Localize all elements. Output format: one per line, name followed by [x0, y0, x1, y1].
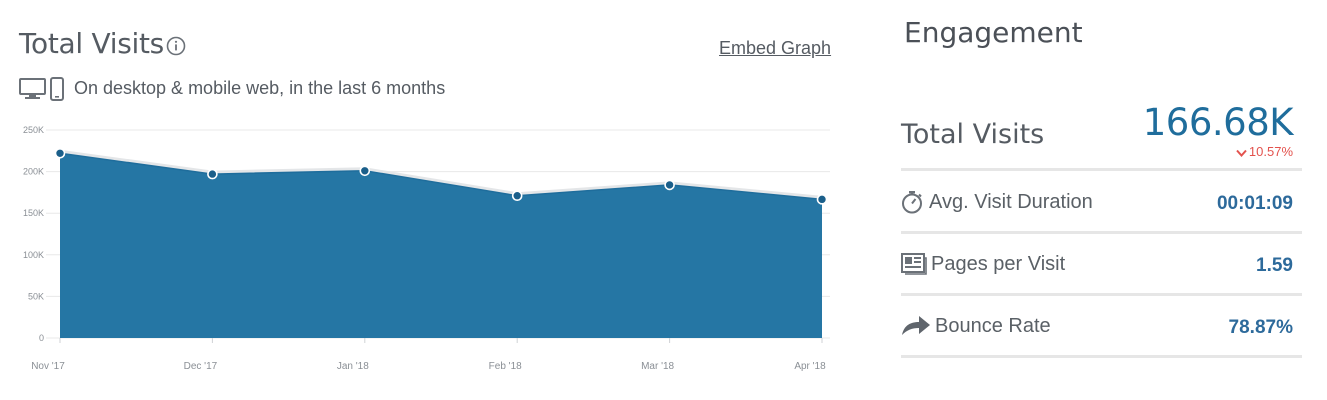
- data-point: [54, 147, 66, 159]
- visits-area-chart: 0 50K 100K 150K 200K 250K Nov '17 Dec '17 Jan '1…: [23, 125, 830, 372]
- data-point: [359, 165, 371, 177]
- y-tick-label: 250K: [23, 125, 44, 135]
- share-arrow-icon: [901, 314, 931, 341]
- change-value: 10.57%: [1248, 144, 1293, 159]
- chevron-down-icon: [1236, 149, 1247, 157]
- total-visits-panel: Total Visits Embed Graph On desktop & mo…: [19, 27, 832, 372]
- total-visits-value: 166.68K: [1142, 101, 1294, 144]
- chart-title: Total Visits: [19, 27, 164, 60]
- engagement-panel: Engagement Total Visits 166.68K 10.57% A…: [880, 0, 1327, 400]
- chart-subtitle: On desktop & mobile web, in the last 6 m…: [74, 78, 446, 98]
- data-point: [664, 179, 675, 191]
- x-tick-label: Nov '17: [31, 361, 65, 372]
- engagement-title: Engagement: [904, 16, 1083, 49]
- avg-visit-duration-value: 00:01:09: [1216, 193, 1293, 214]
- metric-bounce-rate: Bounce Rate 78.87%: [901, 296, 1302, 358]
- data-point: [207, 168, 218, 180]
- bounce-rate-label: Bounce Rate: [935, 315, 1051, 337]
- mobile-icon: [50, 77, 64, 106]
- y-tick-label: 150K: [23, 208, 44, 218]
- x-tick-label: Apr '18: [794, 361, 826, 372]
- bounce-rate-value: 78.87%: [1228, 317, 1293, 338]
- x-tick-label: Mar '18: [641, 361, 674, 372]
- data-point: [511, 190, 523, 202]
- pages-per-visit-value: 1.59: [1256, 255, 1293, 276]
- visits-line: [59, 152, 823, 201]
- total-visits-change: 10.57%: [1236, 144, 1293, 159]
- metric-pages-per-visit: Pages per Visit 1.59: [901, 234, 1302, 296]
- x-tick-label: Jan '18: [337, 361, 369, 372]
- y-tick-label: 100K: [23, 250, 44, 260]
- desktop-icon: [19, 78, 46, 105]
- metric-total-visits: Total Visits 166.68K 10.57%: [901, 98, 1302, 171]
- avg-visit-duration-label: Avg. Visit Duration: [929, 191, 1093, 213]
- x-tick-label: Feb '18: [489, 361, 522, 372]
- x-tick-label: Dec '17: [184, 361, 218, 372]
- metric-avg-visit-duration: Avg. Visit Duration 00:01:09: [901, 171, 1302, 234]
- y-tick-label: 50K: [28, 291, 44, 301]
- y-tick-label: 0: [39, 333, 44, 343]
- data-point: [816, 194, 828, 205]
- info-icon[interactable]: [166, 36, 186, 61]
- pages-icon: [901, 253, 927, 280]
- embed-graph-link[interactable]: Embed Graph: [719, 38, 832, 58]
- stopwatch-icon: [901, 190, 923, 219]
- pages-per-visit-label: Pages per Visit: [931, 253, 1066, 275]
- visits-line-highlight: [59, 149, 823, 199]
- visits-area: [60, 153, 822, 338]
- total-visits-label: Total Visits: [901, 119, 1045, 150]
- y-tick-label: 200K: [23, 167, 44, 177]
